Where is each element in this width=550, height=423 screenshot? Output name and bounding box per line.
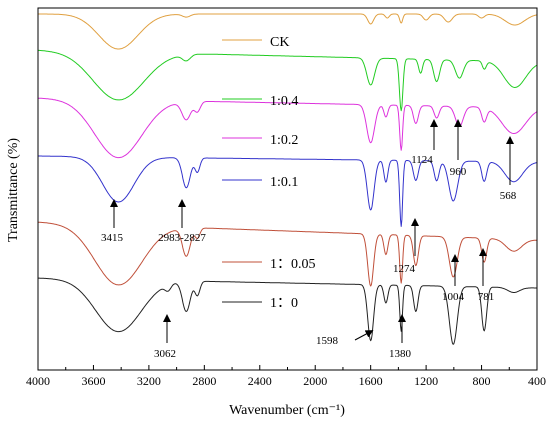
peak-label: 2983-2827	[158, 232, 206, 244]
peak-annotations: 3415 2983-2827 3062 1598 1380 1274 1124 960 1004…	[101, 119, 517, 360]
series-line	[38, 221, 538, 287]
peak-label: 1124	[411, 154, 433, 166]
peak-label: 1380	[389, 348, 412, 360]
peak-label: 960	[450, 166, 467, 178]
x-tick-label: 1600	[359, 374, 383, 388]
series-line	[38, 277, 537, 345]
series-line	[38, 155, 538, 227]
x-tick-label: 3200	[137, 374, 161, 388]
legend-label: 1：0.05	[270, 257, 316, 272]
legend: CK 1:0.4 1:0.2 1:0.1 1：0.05 1：0	[222, 35, 316, 311]
legend-label: 1:0.4	[270, 94, 298, 109]
legend-label: 1：0	[270, 296, 298, 311]
peak-label: 1274	[393, 263, 416, 275]
legend-label: 1:0.2	[270, 133, 298, 148]
x-tick-label: 400	[528, 374, 546, 388]
peak-label: 1598	[316, 335, 339, 347]
peak-label: 568	[500, 190, 517, 202]
legend-label: CK	[270, 35, 289, 50]
peak-arrow	[354, 330, 374, 341]
peak-label: 3062	[154, 348, 176, 360]
x-tick-label: 2400	[248, 374, 272, 388]
series-line	[37, 49, 538, 112]
x-tick-label: 800	[473, 374, 491, 388]
x-tick-label: 3600	[81, 374, 105, 388]
x-axis-title: Wavenumber (cm⁻¹)	[229, 403, 345, 418]
series-line	[38, 13, 538, 50]
spectra-curves	[37, 13, 538, 345]
peak-label: 781	[478, 291, 495, 303]
x-tick-label: 2000	[303, 374, 327, 388]
peak-label: 3415	[101, 232, 124, 244]
x-tick-label: 2800	[192, 374, 216, 388]
x-tick-label: 1200	[414, 374, 438, 388]
peak-label: 1004	[442, 291, 465, 303]
x-tick-label: 4000	[26, 374, 50, 388]
y-axis-title: Transmittance (%)	[6, 138, 21, 242]
legend-label: 1:0.1	[270, 175, 298, 190]
series-line	[38, 97, 538, 159]
x-axis-ticks: 4000 3600 3200 2800 2400 2000 1600 1200 800 400	[26, 365, 546, 388]
